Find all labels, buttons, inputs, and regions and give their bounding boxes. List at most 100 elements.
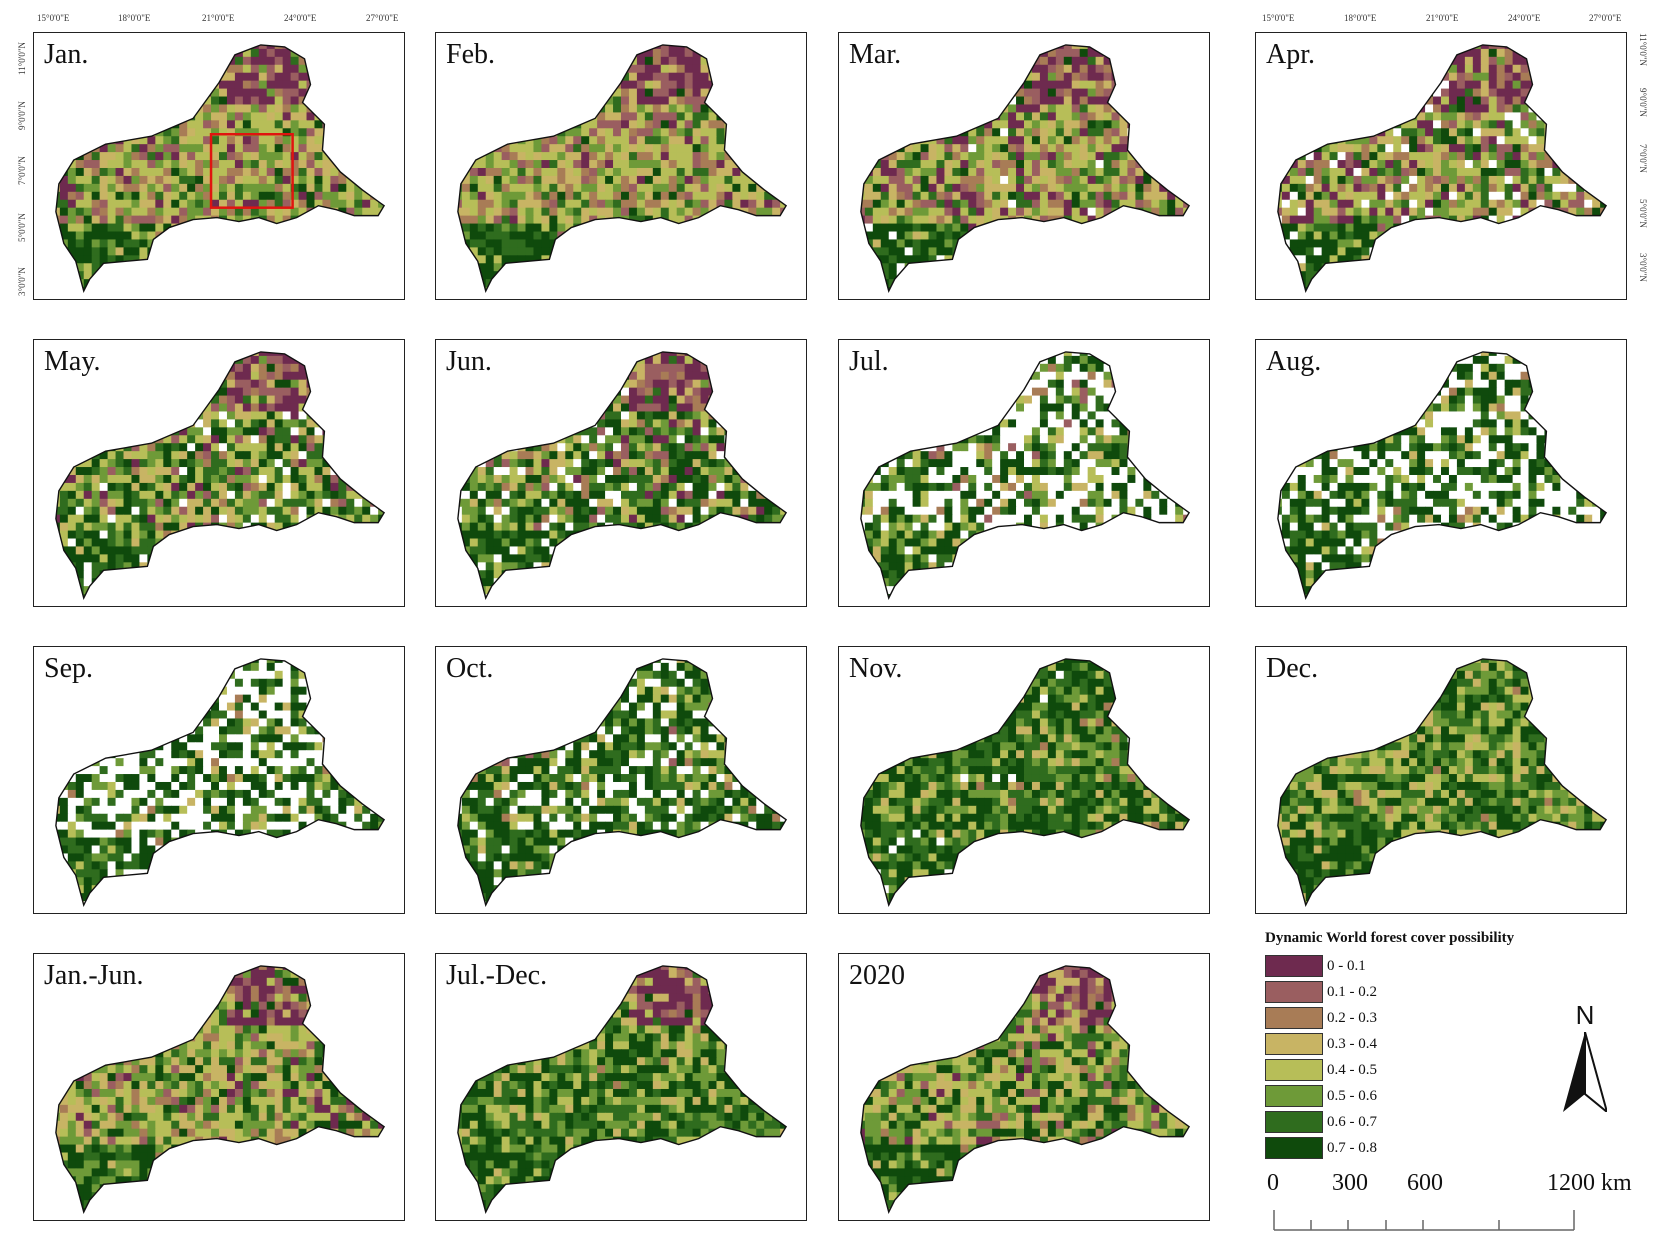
country-border — [1277, 44, 1608, 294]
longitude-tick: 21°0'0"E — [1426, 13, 1458, 23]
latitude-tick: 3°0'0"N — [17, 267, 27, 296]
panel-label: Apr. — [1266, 39, 1315, 71]
latitude-tick: 7°0'0"N — [17, 156, 27, 185]
latitude-tick: 7°0'0"N — [1638, 144, 1648, 173]
latitude-tick: 9°0'0"N — [17, 101, 27, 130]
legend-swatch — [1265, 1085, 1323, 1107]
scale-label: 0 — [1267, 1170, 1279, 1197]
latitude-tick: 3°0'0"N — [1638, 253, 1648, 282]
legend: Dynamic World forest cover possibility 0… — [1265, 930, 1645, 1161]
scale-label: 300 — [1332, 1170, 1368, 1197]
country-border — [457, 658, 788, 908]
forest-probability-raster — [55, 44, 385, 292]
forest-probability-raster — [860, 658, 1190, 906]
forest-probability-raster — [457, 658, 787, 906]
longitude-tick: 24°0'0"E — [1508, 13, 1540, 23]
north-arrow-icon — [1563, 1032, 1607, 1112]
map-panel: Jan. — [33, 32, 405, 300]
country-border — [860, 658, 1191, 908]
map-panel: Jan.-Jun. — [33, 953, 405, 1221]
map-panel: Jul.-Dec. — [435, 953, 807, 1221]
legend-item: 0.2 - 0.3 — [1265, 1005, 1645, 1031]
country-border — [1277, 351, 1608, 601]
country-border — [1277, 658, 1608, 908]
map-panel: May. — [33, 339, 405, 607]
legend-label: 0.2 - 0.3 — [1327, 1010, 1377, 1027]
study-area-box — [209, 132, 294, 209]
legend-title: Dynamic World forest cover possibility — [1265, 930, 1645, 947]
longitude-tick: 27°0'0"E — [366, 13, 398, 23]
legend-item: 0.5 - 0.6 — [1265, 1083, 1645, 1109]
legend-item: 0.6 - 0.7 — [1265, 1109, 1645, 1135]
country-border — [457, 44, 788, 294]
legend-swatch — [1265, 1007, 1323, 1029]
legend-swatch — [1265, 955, 1323, 977]
map-panel: Aug. — [1255, 339, 1627, 607]
north-arrow: N — [1555, 1000, 1615, 1120]
country-map — [860, 351, 1191, 601]
legend-swatch — [1265, 1111, 1323, 1133]
country-map — [457, 658, 788, 908]
latitude-tick: 11°0'0"N — [1638, 33, 1648, 66]
panel-label: Jul.-Dec. — [446, 960, 547, 992]
forest-probability-raster — [860, 965, 1190, 1213]
panel-label: Jul. — [849, 346, 889, 378]
longitude-tick: 15°0'0"E — [37, 13, 69, 23]
country-map — [1277, 44, 1608, 294]
map-panel: Jun. — [435, 339, 807, 607]
panel-label: Oct. — [446, 653, 493, 685]
panel-label: Feb. — [446, 39, 495, 71]
country-map — [55, 658, 386, 908]
legend-swatch — [1265, 1033, 1323, 1055]
country-map — [860, 44, 1191, 294]
map-panel: Feb. — [435, 32, 807, 300]
country-map — [55, 351, 386, 601]
legend-item: 0.3 - 0.4 — [1265, 1031, 1645, 1057]
forest-probability-raster — [1277, 658, 1607, 906]
map-panel: Dec. — [1255, 646, 1627, 914]
latitude-tick: 5°0'0"N — [17, 213, 27, 242]
map-panel: Sep. — [33, 646, 405, 914]
panel-label: Jan.-Jun. — [44, 960, 144, 992]
longitude-tick: 21°0'0"E — [202, 13, 234, 23]
north-label: N — [1555, 1000, 1615, 1031]
latitude-tick: 5°0'0"N — [1638, 199, 1648, 228]
legend-item: 0.1 - 0.2 — [1265, 979, 1645, 1005]
panel-label: Jun. — [446, 346, 492, 378]
forest-probability-raster — [457, 44, 787, 292]
country-border — [457, 351, 788, 601]
forest-probability-raster — [55, 965, 385, 1213]
legend-item: 0.7 - 0.8 — [1265, 1135, 1645, 1161]
map-panel: Apr. — [1255, 32, 1627, 300]
map-panel: Oct. — [435, 646, 807, 914]
legend-label: 0.4 - 0.5 — [1327, 1062, 1377, 1079]
country-map — [55, 44, 386, 294]
scale-label: 600 — [1407, 1170, 1443, 1197]
country-map — [1277, 351, 1608, 601]
latitude-tick: 11°0'0"N — [17, 42, 27, 75]
scale-bar-ruler — [1273, 1210, 1575, 1231]
forest-probability-raster — [55, 658, 385, 906]
longitude-tick: 27°0'0"E — [1589, 13, 1621, 23]
panel-label: May. — [44, 346, 101, 378]
legend-label: 0.3 - 0.4 — [1327, 1036, 1377, 1053]
country-map — [457, 965, 788, 1215]
forest-probability-raster — [860, 351, 1190, 599]
legend-label: 0 - 0.1 — [1327, 958, 1366, 975]
legend-label: 0.5 - 0.6 — [1327, 1088, 1377, 1105]
legend-label: 0.7 - 0.8 — [1327, 1140, 1377, 1157]
panel-label: Sep. — [44, 653, 93, 685]
longitude-tick: 18°0'0"E — [118, 13, 150, 23]
country-map — [860, 658, 1191, 908]
country-border — [860, 351, 1191, 601]
country-border — [457, 965, 788, 1215]
forest-probability-raster — [1277, 351, 1607, 599]
panel-label: Nov. — [849, 653, 902, 685]
country-map — [1277, 658, 1608, 908]
country-map — [55, 965, 386, 1215]
legend-item: 0.4 - 0.5 — [1265, 1057, 1645, 1083]
map-panel: Jul. — [838, 339, 1210, 607]
country-map — [860, 965, 1191, 1215]
panel-label: Jan. — [44, 39, 88, 71]
country-border — [860, 965, 1191, 1215]
